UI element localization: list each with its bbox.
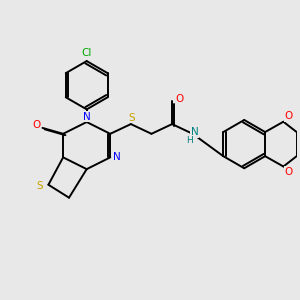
Text: H: H	[186, 136, 193, 145]
Text: S: S	[128, 112, 135, 123]
Text: N: N	[191, 127, 199, 137]
Text: O: O	[175, 94, 184, 104]
Text: Cl: Cl	[82, 48, 92, 58]
Text: N: N	[113, 152, 121, 162]
Text: O: O	[285, 111, 293, 122]
Text: O: O	[285, 167, 293, 177]
Text: O: O	[32, 120, 40, 130]
Text: S: S	[37, 181, 44, 191]
Text: N: N	[83, 112, 91, 122]
